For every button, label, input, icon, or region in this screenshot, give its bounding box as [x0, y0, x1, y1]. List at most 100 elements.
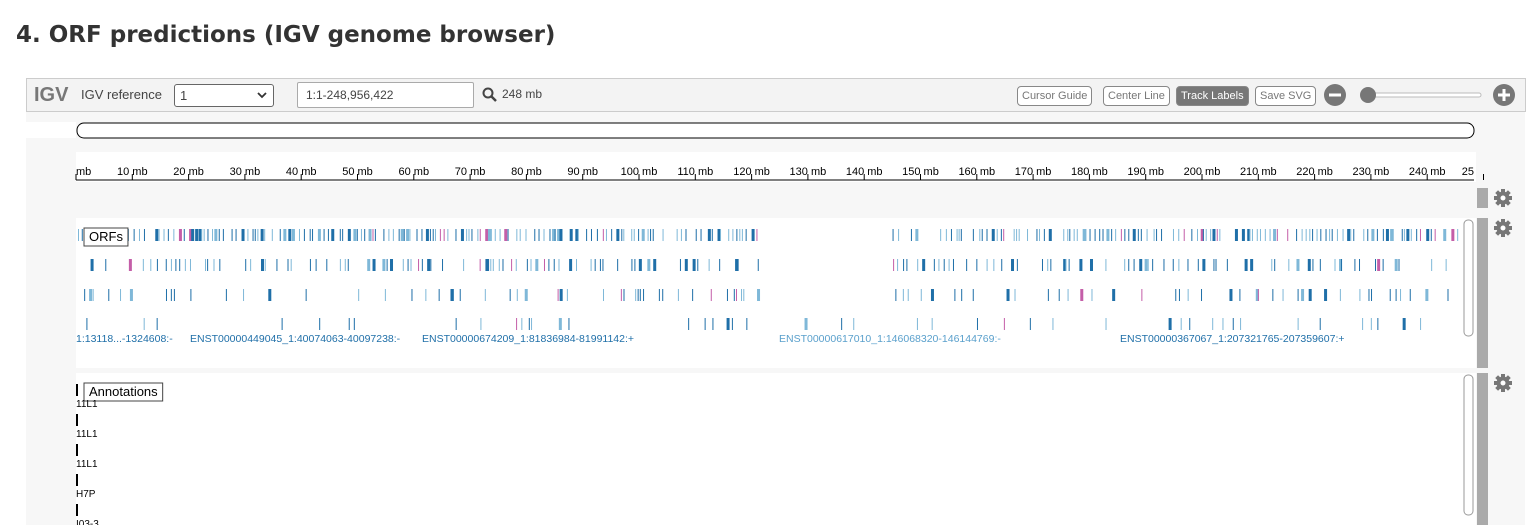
track-gear[interactable] — [1494, 189, 1512, 207]
orf-feature — [1240, 318, 1242, 330]
track-gear[interactable] — [1494, 374, 1512, 392]
orf-feature — [1000, 229, 1002, 241]
orf-feature — [736, 229, 738, 241]
orf-feature — [1067, 229, 1069, 241]
track-gear[interactable] — [1494, 219, 1512, 237]
orf-feature — [1105, 318, 1107, 330]
orf-feature — [231, 229, 233, 241]
orf-feature — [421, 259, 423, 271]
ruler-label: 160 mb — [958, 166, 995, 178]
track-label: ORFs — [89, 229, 123, 244]
orf-feature — [1362, 318, 1364, 330]
orf-feature — [276, 259, 278, 271]
orf-feature — [1216, 229, 1218, 241]
orf-feature — [250, 259, 252, 271]
orf-feature — [1080, 289, 1084, 301]
orf-feature — [548, 259, 550, 271]
nav-button[interactable]: Cursor Guide — [1017, 86, 1093, 106]
orf-feature — [1140, 229, 1142, 241]
ruler-label: 210 mb — [1240, 166, 1277, 178]
orf-feature — [966, 259, 968, 271]
plus-v — [1502, 89, 1506, 101]
orf-feature — [434, 229, 436, 241]
orf-feature — [735, 289, 737, 301]
scrollbar[interactable] — [1477, 373, 1488, 525]
orf-feature — [459, 289, 461, 301]
orf-feature — [1394, 259, 1398, 271]
search-icon[interactable] — [482, 87, 498, 103]
orf-feature — [407, 259, 409, 271]
orf-feature — [183, 229, 185, 241]
reference-select[interactable]: 1 — [174, 84, 274, 107]
orf-feature — [429, 229, 431, 241]
orf-feature — [170, 259, 172, 271]
igv-navbar: IGV IGV reference 1 1:1-248,956,422 248 … — [26, 78, 1526, 112]
orf-feature — [1178, 289, 1180, 301]
orf-feature — [1420, 318, 1422, 330]
orf-feature — [1296, 259, 1300, 271]
orf-feature — [1367, 229, 1369, 241]
orf-feature — [531, 318, 533, 330]
orf-label: ENST00000617010_1:146068320-146144769:- — [779, 333, 1001, 345]
orf-feature — [189, 259, 191, 271]
track-label: Annotations — [89, 384, 158, 399]
orf-feature — [954, 289, 956, 301]
orf-feature — [1354, 259, 1356, 271]
orf-feature — [569, 229, 573, 241]
orf-feature — [175, 259, 177, 271]
orf-feature — [1249, 229, 1251, 241]
orf-feature — [1406, 229, 1410, 241]
nav-button[interactable]: Track Labels — [1176, 86, 1249, 106]
orf-feature — [700, 229, 702, 241]
orf-feature — [1082, 229, 1086, 241]
orf-feature — [757, 289, 761, 301]
orf-feature — [288, 229, 292, 241]
locus-input[interactable]: 1:1-248,956,422 — [297, 82, 474, 108]
orf-feature — [893, 259, 895, 271]
orf-feature — [554, 229, 556, 241]
orf-feature — [841, 318, 843, 330]
orf-feature — [552, 229, 556, 241]
nav-button[interactable]: Save SVG — [1255, 86, 1317, 106]
orf-feature — [1003, 229, 1005, 241]
orf-feature — [120, 289, 122, 301]
scroll-thumb[interactable] — [1463, 374, 1474, 516]
orf-feature — [662, 289, 664, 301]
orf-feature — [741, 229, 743, 241]
orf-feature — [1065, 259, 1067, 271]
orf-feature — [315, 259, 317, 271]
orf-feature — [129, 289, 133, 301]
orf-feature — [243, 289, 245, 301]
scroll-thumb[interactable] — [1463, 219, 1474, 337]
orf-feature — [271, 229, 273, 241]
orf-feature — [1341, 259, 1343, 271]
orf-feature — [156, 318, 158, 330]
orf-feature — [386, 259, 388, 271]
orf-feature — [1029, 318, 1031, 330]
nav-button[interactable]: Center Line — [1103, 86, 1170, 106]
orf-feature — [707, 229, 711, 241]
orf-feature — [372, 229, 374, 241]
orf-feature — [1416, 229, 1418, 241]
orf-feature — [1212, 318, 1214, 330]
zoom-handle[interactable] — [1360, 87, 1376, 103]
orf-feature — [484, 289, 486, 301]
orf-feature — [1172, 259, 1174, 271]
orf-feature — [623, 289, 625, 301]
orf-feature — [708, 259, 710, 271]
orf-feature — [956, 229, 958, 241]
orf-feature — [485, 229, 489, 241]
orf-feature — [605, 229, 607, 241]
orf-feature — [621, 229, 623, 241]
orf-feature — [697, 259, 699, 271]
orf-feature — [1256, 229, 1258, 241]
ruler-label: 220 mb — [1296, 166, 1333, 178]
ideogram — [76, 122, 1475, 139]
annotation-track-bg — [76, 373, 1476, 525]
orf-feature — [279, 229, 281, 241]
orf-feature — [410, 259, 412, 271]
orf-feature — [717, 229, 721, 241]
scrollbar[interactable] — [1477, 218, 1488, 368]
ideogram-gap — [26, 122, 76, 138]
scrollbar[interactable] — [1477, 188, 1488, 208]
